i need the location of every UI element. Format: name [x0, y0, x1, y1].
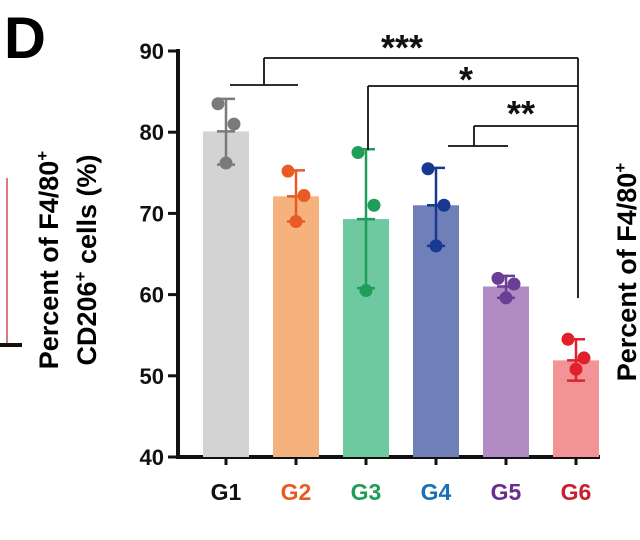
data-point-g5 [491, 271, 505, 285]
data-point-g6 [561, 332, 575, 346]
data-point-g2 [297, 189, 311, 203]
y-tick-label: 40 [140, 445, 164, 470]
data-point-g1 [211, 97, 225, 111]
y-axis-label-line2: CD206+ cells (%) [71, 154, 102, 365]
bar-g1 [203, 131, 249, 457]
category-label-g3: G3 [351, 479, 382, 505]
y-tick-label: 70 [140, 201, 164, 226]
y-tick-label: 80 [140, 120, 164, 145]
neighbor-panel-ylabel: Percent of F4/80+ [611, 163, 640, 382]
panel-label: D [4, 6, 46, 71]
bar-g2 [273, 196, 319, 457]
error-bars [217, 97, 585, 382]
significance-label: *** [381, 27, 423, 68]
y-axis-label-line1: Percent of F4/80+ [33, 151, 64, 370]
data-point-g4 [429, 239, 443, 253]
data-point-g6 [569, 362, 583, 376]
data-point-g1 [219, 156, 233, 170]
data-point-g3 [359, 284, 373, 298]
data-point-g5 [499, 291, 513, 305]
data-point-g2 [289, 215, 303, 229]
data-point-g4 [437, 198, 451, 212]
y-tick-label: 60 [140, 283, 164, 308]
significance-label: * [459, 59, 473, 100]
y-tick-label: 90 [140, 39, 164, 64]
y-tick-label: 50 [140, 364, 164, 389]
data-points [211, 97, 591, 376]
category-label-g1: G1 [211, 479, 242, 505]
category-label-g5: G5 [491, 479, 522, 505]
data-point-g2 [281, 164, 295, 178]
category-label-g2: G2 [281, 479, 312, 505]
data-point-g5 [507, 277, 521, 291]
data-point-g1 [227, 117, 241, 131]
data-point-g3 [351, 146, 365, 159]
category-label-g4: G4 [421, 479, 452, 505]
data-point-g3 [367, 198, 381, 212]
category-labels: G1 G2 G3 G4 G5 G6 [211, 479, 592, 505]
bar-g5 [483, 286, 529, 457]
data-point-g6 [577, 351, 591, 365]
category-label-g6: G6 [561, 479, 592, 505]
bars [203, 131, 599, 457]
significance-label: ** [507, 93, 535, 134]
significance-brackets: ****** [230, 27, 579, 298]
data-point-g4 [421, 162, 435, 176]
